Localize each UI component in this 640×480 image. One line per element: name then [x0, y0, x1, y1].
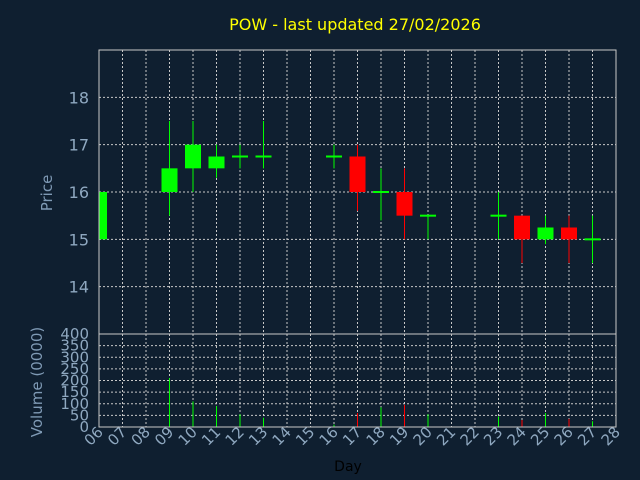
volume-tick-400: 400: [60, 325, 89, 343]
volume-axis-label: Volume (0000): [28, 327, 46, 437]
candle-body-11: [208, 156, 225, 169]
price-gridlines: [98, 50, 617, 334]
x-axis-label: Day: [334, 459, 362, 475]
volume-tick-150: 150: [60, 383, 89, 401]
price-tick-15: 15: [69, 230, 89, 249]
candle-body-24: [514, 215, 530, 240]
price-tick-labels: 14 15 16 17 18: [69, 88, 89, 296]
price-tick-14: 14: [69, 278, 89, 297]
price-axis-label: Price: [38, 175, 56, 212]
price-tick-18: 18: [69, 88, 89, 107]
volume-tick-50: 50: [70, 406, 89, 424]
volume-tick-250: 250: [60, 360, 89, 378]
volume-tick-350: 350: [60, 337, 89, 355]
candle-body-17: [349, 156, 366, 192]
candle-body-10: [185, 144, 201, 169]
price-tick-17: 17: [69, 136, 89, 155]
volume-panel-frame: [98, 333, 617, 428]
volume-bars: [98, 378, 593, 427]
candle-body-06: [99, 192, 107, 240]
candle-body-19: [396, 192, 413, 216]
volume-tick-0: 0: [79, 418, 89, 436]
candle-body-26: [561, 227, 577, 240]
volume-tick-300: 300: [60, 348, 89, 366]
volume-tick-100: 100: [60, 395, 89, 413]
chart-title: POW - last updated 27/02/2026: [229, 15, 481, 34]
candle-body-25: [537, 227, 554, 240]
price-tick-16: 16: [69, 183, 89, 202]
candle-body-09: [161, 168, 178, 192]
candles: [98, 121, 601, 263]
volume-tick-200: 200: [60, 372, 89, 390]
